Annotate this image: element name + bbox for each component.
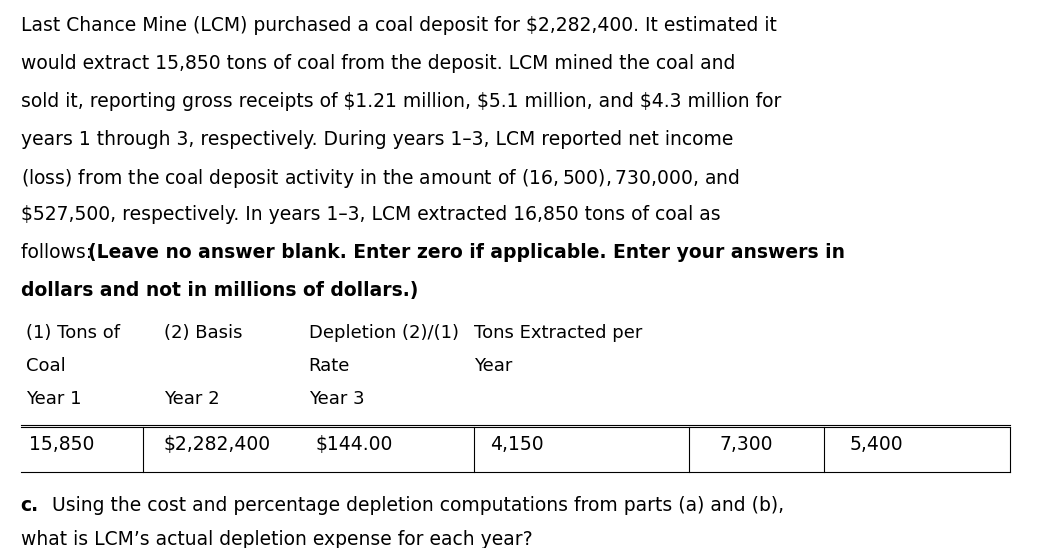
Text: Tons Extracted per: Tons Extracted per — [474, 324, 643, 342]
Text: 7,300: 7,300 — [720, 436, 773, 454]
Text: Last Chance Mine (LCM) purchased a coal deposit for $2,282,400. It estimated it: Last Chance Mine (LCM) purchased a coal … — [21, 16, 776, 35]
Text: Coal: Coal — [26, 357, 66, 375]
Text: would extract 15,850 tons of coal from the deposit. LCM mined the coal and: would extract 15,850 tons of coal from t… — [21, 54, 735, 73]
Text: Year 3: Year 3 — [308, 390, 364, 408]
Text: $144.00: $144.00 — [316, 436, 393, 454]
Text: Year 1: Year 1 — [26, 390, 82, 408]
Text: Year: Year — [474, 357, 513, 375]
Text: (2) Basis: (2) Basis — [164, 324, 242, 342]
Text: (Leave no answer blank. Enter zero if applicable. Enter your answers in: (Leave no answer blank. Enter zero if ap… — [88, 243, 845, 262]
Text: 5,400: 5,400 — [850, 436, 903, 454]
Text: Depletion (2)/(1): Depletion (2)/(1) — [308, 324, 458, 342]
Text: $2,282,400: $2,282,400 — [164, 436, 271, 454]
Text: (1) Tons of: (1) Tons of — [26, 324, 120, 342]
Text: Year 2: Year 2 — [164, 390, 219, 408]
Text: $527,500, respectively. In years 1–3, LCM extracted 16,850 tons of coal as: $527,500, respectively. In years 1–3, LC… — [21, 206, 721, 224]
Text: sold it, reporting gross receipts of $1.21 million, $5.1 million, and $4.3 milli: sold it, reporting gross receipts of $1.… — [21, 92, 782, 111]
Text: what is LCM’s actual depletion expense for each year?: what is LCM’s actual depletion expense f… — [21, 529, 532, 548]
Text: dollars and not in millions of dollars.): dollars and not in millions of dollars.) — [21, 281, 419, 300]
Text: (loss) from the coal deposit activity in the amount of ($16,500), $730,000, and: (loss) from the coal deposit activity in… — [21, 168, 740, 190]
Text: 4,150: 4,150 — [490, 436, 543, 454]
Text: 15,850: 15,850 — [29, 436, 94, 454]
Text: follows:: follows: — [21, 243, 98, 262]
Text: Using the cost and percentage depletion computations from parts (a) and (b),: Using the cost and percentage depletion … — [45, 496, 784, 515]
Text: c.: c. — [21, 496, 39, 515]
Text: Rate: Rate — [308, 357, 350, 375]
Text: years 1 through 3, respectively. During years 1–3, LCM reported net income: years 1 through 3, respectively. During … — [21, 129, 733, 149]
